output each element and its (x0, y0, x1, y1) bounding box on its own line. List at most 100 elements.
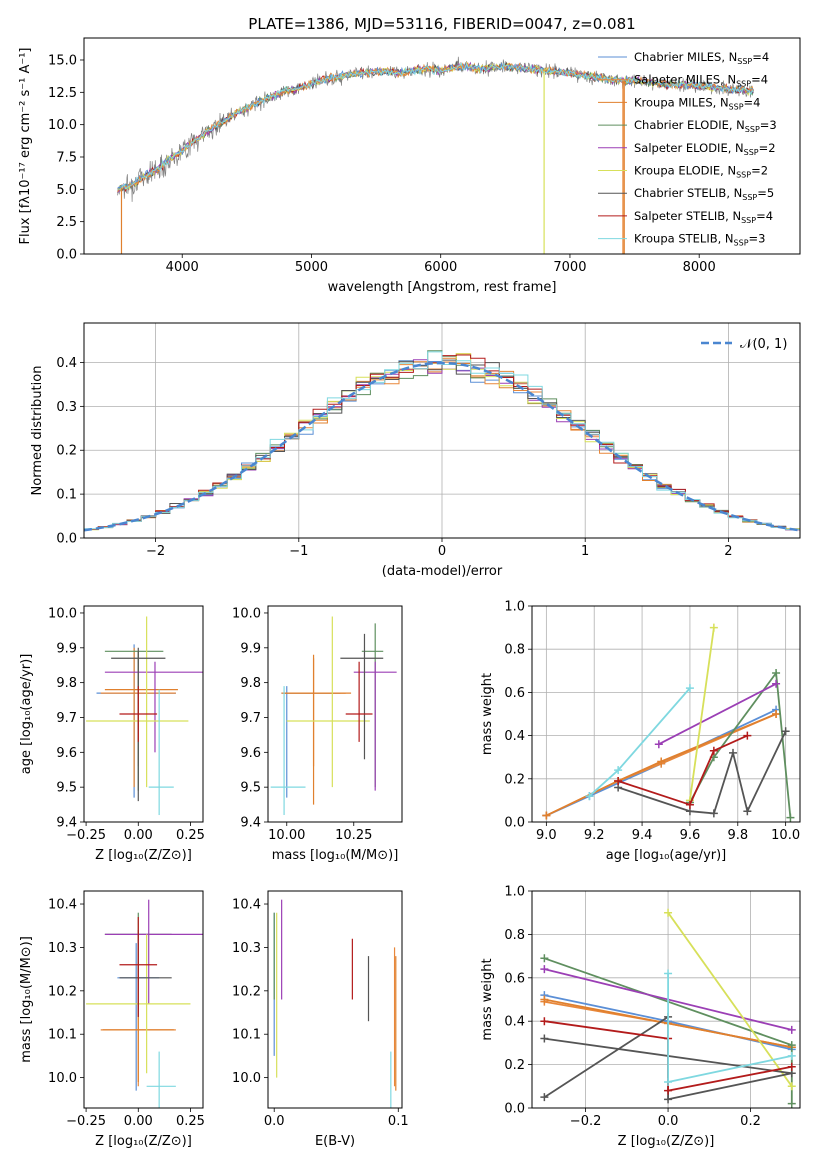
weight-marker (664, 969, 673, 978)
y-tick-label: 9.5 (56, 781, 77, 796)
x-tick-label: 1 (581, 544, 589, 559)
x-axis-label: wavelength [Angstrom, rest frame] (328, 280, 557, 295)
y-tick-label: 10.0 (48, 1071, 77, 1086)
weight-line-7 (617, 734, 748, 806)
x-tick-label: −2 (146, 544, 165, 559)
y-tick-label: 10.2 (232, 984, 261, 999)
weight-marker (685, 684, 694, 693)
legend-eq: =4 (752, 50, 769, 64)
weight-marker (664, 1086, 673, 1095)
x-tick-label: −1 (289, 544, 308, 559)
y-tick-label: 0.2 (504, 772, 525, 787)
x-tick-label: 4000 (166, 260, 199, 275)
legend-label: Salpeter STELIB, NSSP=4 (634, 209, 773, 225)
y-tick-label: 9.4 (56, 816, 77, 831)
y-tick-label: 10.4 (232, 898, 261, 913)
y-tick-label: 10.4 (48, 898, 77, 913)
plot-area-z-age (86, 616, 203, 816)
x-tick-label: 10.25 (335, 828, 372, 843)
weight-marker (729, 748, 737, 757)
plot-area-z-mass (86, 899, 203, 1108)
x-axis-label: Z [log₁₀(Z/Z⊙)] (618, 1134, 715, 1149)
y-tick-label: 0.8 (504, 643, 525, 658)
normal-curve (84, 361, 800, 532)
plot-area-residuals (84, 350, 800, 533)
legend-eq: =4 (751, 73, 768, 87)
weight-marker (540, 995, 549, 1004)
x-tick-label: −0.25 (66, 1114, 106, 1129)
x-axis-label: (data-model)/error (382, 564, 503, 579)
y-tick-label: 9.7 (240, 711, 261, 726)
panel-z-mass: −0.25 0.00 0.25 10.0 10.1 10.2 10.3 10.4 Z [log₁… (19, 890, 205, 1149)
x-tick-label: −0.25 (66, 828, 106, 843)
y-tick-label: 0.4 (504, 729, 525, 744)
axes-frame (267, 605, 403, 823)
y-tick-label: 5.0 (56, 183, 77, 198)
weight-marker (709, 809, 718, 818)
y-tick-label: 0.8 (504, 928, 525, 943)
legend-spectrum: Chabrier MILES, NSSP=4 Salpeter MILES, NS… (598, 50, 777, 248)
legend-label: 𝒩(0, 1) (740, 337, 787, 352)
x-axis-label: age [log₁₀(age/yr)] (606, 848, 727, 863)
x-tick-label: 0 (438, 544, 446, 559)
x-tick-label: 10.00 (268, 828, 305, 843)
y-tick-label: 0.3 (56, 400, 77, 415)
weight-marker (787, 1025, 796, 1034)
legend-label: Kroupa STELIB, NSSP=3 (634, 232, 765, 248)
weight-marker (781, 727, 790, 736)
x-tick-label: 6000 (424, 260, 457, 275)
x-tick-label: −0.2 (570, 1114, 602, 1129)
axes-frame (531, 605, 801, 823)
y-tick-label: 1.0 (504, 885, 525, 900)
y-tick-label: 10.2 (48, 984, 77, 999)
panel-spectrum: 4000 5000 6000 7000 8000 0.0 2.5 5.0 7.5 10.0 12.5… (18, 37, 801, 295)
legend-label: Salpeter MILES, NSSP=4 (634, 73, 768, 89)
x-tick-label: 0.0 (658, 1114, 679, 1129)
y-tick-label: 1.0 (504, 600, 525, 615)
y-tick-label: 0.4 (504, 1015, 525, 1030)
legend-label: Chabrier STELIB, NSSP=5 (634, 186, 774, 202)
legend-sub: SSP (729, 102, 744, 111)
x-tick-label: 0.25 (176, 1114, 205, 1129)
axes-frame (83, 605, 204, 823)
weight-line-2 (546, 713, 777, 817)
x-axis-label: Z [log₁₀(Z/Z⊙)] (95, 848, 192, 863)
x-tick-label: 9.2 (584, 828, 605, 843)
weight-marker (787, 1099, 796, 1108)
y-axis-label: Normed distribution (30, 366, 45, 496)
y-tick-label: 9.4 (240, 816, 261, 831)
plot-area-z-weight (540, 908, 796, 1108)
weight-marker (786, 813, 795, 822)
y-tick-label: 0.6 (504, 686, 525, 701)
y-axis-label: Flux [fλ10⁻¹⁷ erg cm⁻² s⁻¹ A⁻¹] (18, 48, 33, 245)
axes-frame (83, 890, 204, 1109)
y-tick-label: 10.0 (48, 606, 77, 621)
legend-eq: =3 (760, 118, 777, 132)
weight-marker (772, 679, 781, 688)
x-tick-label: 9.0 (536, 828, 557, 843)
axes-frame (83, 37, 801, 255)
plot-area-age-weight (542, 623, 795, 822)
weight-marker (772, 668, 781, 677)
axes-frame (531, 890, 801, 1109)
y-tick-label: 10.0 (232, 606, 261, 621)
weight-line-5 (667, 912, 793, 1087)
weight-line-4 (658, 682, 777, 746)
x-tick-label: 0.2 (740, 1114, 761, 1129)
panel-residuals: −2 −1 0 1 2 0.0 0.1 0.2 0.3 0.4 (data-model)/error… (30, 322, 801, 579)
x-tick-label: 10.0 (771, 828, 800, 843)
weight-line-8 (588, 687, 691, 797)
y-tick-label: 9.6 (56, 746, 77, 761)
x-tick-label: 5000 (295, 260, 328, 275)
legend-residuals: 𝒩(0, 1) (701, 337, 787, 352)
y-tick-label: 0.2 (56, 444, 77, 459)
y-tick-label: 0.4 (56, 356, 77, 371)
legend-sub: SSP (741, 216, 756, 225)
axes-frame (267, 890, 403, 1109)
panel-age-weight: 9.0 9.2 9.4 9.6 9.8 10.0 0.0 0.2 0.4 0.6 0.8 1.0 age… (480, 600, 801, 863)
legend-sub: SSP (737, 57, 752, 66)
weight-marker (787, 1041, 796, 1050)
weight-marker (540, 965, 549, 974)
weight-marker (540, 954, 549, 963)
